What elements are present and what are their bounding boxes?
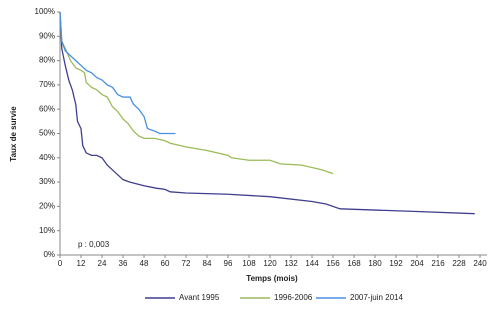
survival-line	[59, 11, 176, 135]
x-tick-label: 0	[58, 259, 63, 268]
legend-label: 1996-2006	[274, 293, 313, 302]
y-tick-label: 40%	[39, 153, 55, 162]
x-tick-label: 12	[77, 259, 86, 268]
x-tick-label: 144	[305, 259, 319, 268]
y-tick-label: 100%	[35, 7, 55, 16]
legend-label: Avant 1995	[179, 293, 220, 302]
x-tick-label: 72	[182, 259, 191, 268]
x-tick-label: 24	[98, 259, 107, 268]
y-tick-label: 30%	[39, 177, 55, 186]
y-tick-label: 90%	[39, 31, 55, 40]
y-tick-label: 50%	[39, 129, 55, 138]
y-axis-label: Taux de survie	[9, 106, 18, 162]
x-tick-label: 156	[326, 259, 340, 268]
x-tick-label: 204	[410, 259, 424, 268]
x-tick-label: 228	[452, 259, 466, 268]
y-tick-label: 70%	[39, 80, 55, 89]
y-tick-label: 80%	[39, 56, 55, 65]
x-tick-label: 108	[242, 259, 256, 268]
x-tick-label: 132	[284, 259, 298, 268]
x-tick-label: 180	[368, 259, 382, 268]
x-axis-label: Temps (mois)	[246, 274, 298, 283]
x-tick-label: 168	[347, 259, 361, 268]
y-tick-label: 10%	[39, 226, 55, 235]
x-tick-label: 216	[431, 259, 445, 268]
legend-label: 2007-juin 2014	[350, 293, 403, 302]
annotation: p : 0,003	[78, 240, 110, 249]
survival-line	[59, 11, 475, 215]
y-tick-label: 60%	[39, 104, 55, 113]
y-tick-label: 0%	[43, 250, 55, 259]
x-tick-label: 240	[473, 259, 487, 268]
x-tick-label: 120	[263, 259, 277, 268]
x-tick-label: 192	[389, 259, 403, 268]
x-tick-label: 96	[224, 259, 233, 268]
survival-line	[59, 11, 334, 175]
x-tick-label: 36	[119, 259, 128, 268]
x-tick-label: 48	[140, 259, 149, 268]
x-tick-label: 84	[203, 259, 212, 268]
x-tick-label: 60	[161, 259, 170, 268]
y-tick-label: 20%	[39, 202, 55, 211]
